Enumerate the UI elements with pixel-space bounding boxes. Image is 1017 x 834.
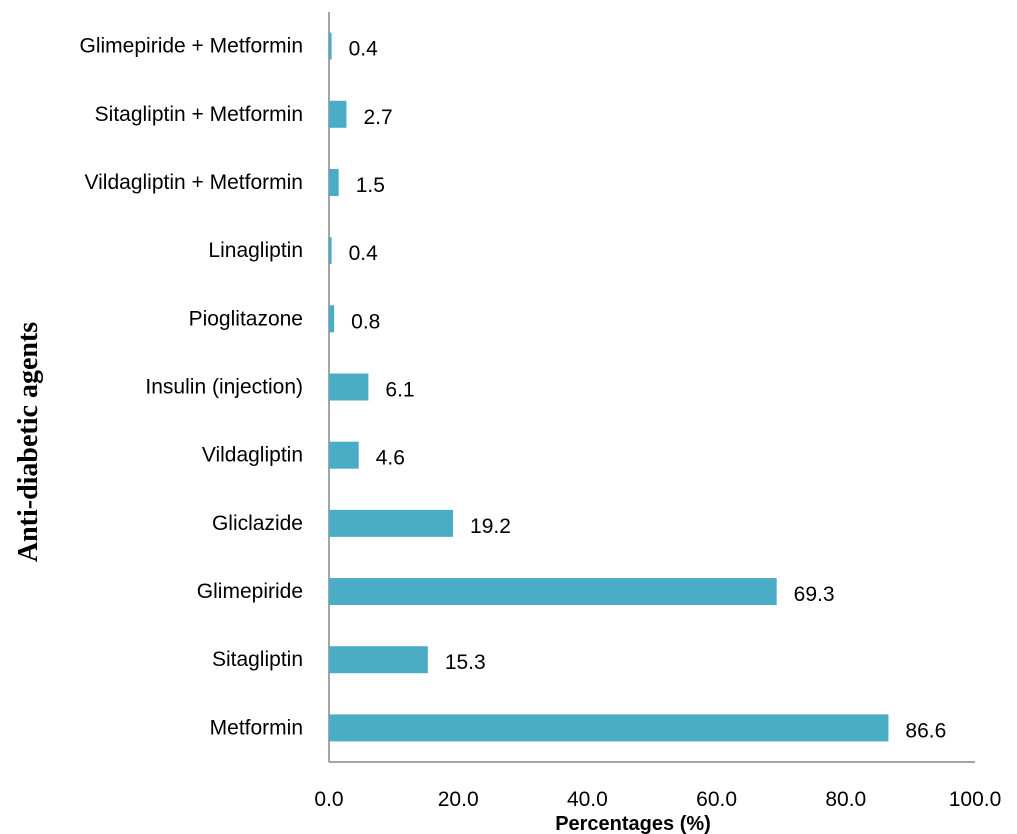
value-label-8: 1.5 xyxy=(356,174,385,197)
x-tick-label-3: 60.0 xyxy=(696,788,737,811)
category-label-2: Glimepiride xyxy=(197,580,303,603)
bar-3 xyxy=(329,510,453,537)
bar-10 xyxy=(329,33,332,60)
category-label-5: Insulin (injection) xyxy=(145,376,303,399)
category-label-4: Vildagliptin xyxy=(202,444,303,467)
value-label-6: 0.8 xyxy=(351,310,380,333)
bar-4 xyxy=(329,442,359,469)
x-tick-label-2: 40.0 xyxy=(567,788,608,811)
x-tick-label-0: 0.0 xyxy=(314,788,343,811)
x-tick-label-5: 100.0 xyxy=(949,788,1002,811)
category-label-0: Metformin xyxy=(210,716,303,739)
value-label-0: 86.6 xyxy=(905,719,946,742)
value-label-2: 69.3 xyxy=(794,583,835,606)
category-label-9: Sitagliptin + Metformin xyxy=(95,103,303,126)
value-label-7: 0.4 xyxy=(349,242,379,265)
value-label-4: 4.6 xyxy=(376,447,405,470)
value-label-1: 15.3 xyxy=(445,651,486,674)
bar-8 xyxy=(329,169,339,196)
y-axis-title: Anti-diabetic agents xyxy=(13,322,44,562)
x-tick-labels-group: 0.0 20.0 40.0 60.0 80.0 100.0 xyxy=(314,788,1001,811)
x-tick-label-1: 20.0 xyxy=(438,788,479,811)
bar-7 xyxy=(329,237,332,264)
bar-0 xyxy=(329,714,888,741)
value-label-3: 19.2 xyxy=(470,515,511,538)
value-label-5: 6.1 xyxy=(385,379,414,402)
value-label-10: 0.4 xyxy=(349,38,379,61)
bar-9 xyxy=(329,101,346,128)
value-label-9: 2.7 xyxy=(363,106,392,129)
bar-6 xyxy=(329,305,334,332)
category-label-1: Sitagliptin xyxy=(212,648,303,671)
category-label-7: Linagliptin xyxy=(208,239,303,262)
category-label-6: Pioglitazone xyxy=(189,307,303,330)
value-labels-group: 86.6 15.3 69.3 19.2 4.6 6.1 0.8 0.4 1.5 2.7 0.4 xyxy=(349,38,947,743)
category-labels-group: Metformin Sitagliptin Glimepiride Gliclazid… xyxy=(80,35,303,740)
x-axis-title: Percentages (%) xyxy=(555,813,711,834)
category-label-10: Glimepiride + Metformin xyxy=(80,35,303,58)
x-tick-label-4: 80.0 xyxy=(825,788,866,811)
bar-2 xyxy=(329,578,777,605)
bar-1 xyxy=(329,646,428,673)
category-label-8: Vildagliptin + Metformin xyxy=(85,171,303,194)
bar-5 xyxy=(329,374,368,401)
category-label-3: Gliclazide xyxy=(212,512,303,535)
